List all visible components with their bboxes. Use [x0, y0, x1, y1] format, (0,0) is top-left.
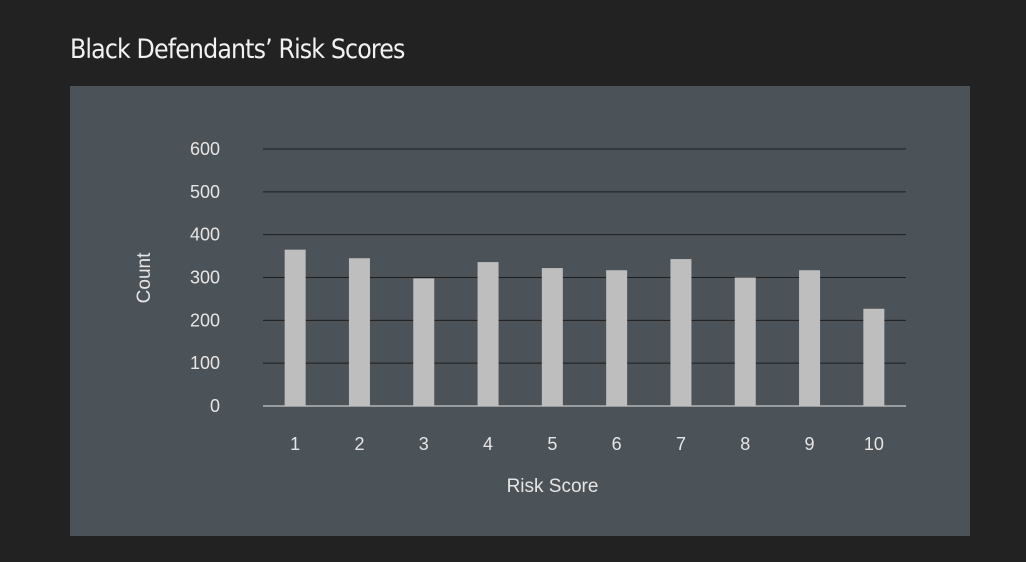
page-title: Black Defendants’ Risk Scores	[70, 34, 405, 65]
y-tick-label: 300	[190, 268, 220, 288]
bar-risk-score-3	[413, 278, 435, 406]
y-tick-label: 500	[190, 182, 220, 202]
x-tick-label: 1	[290, 434, 300, 454]
bar-risk-score-8	[734, 277, 756, 406]
y-tick-label: 200	[190, 310, 220, 330]
bar-risk-score-1	[284, 249, 306, 406]
x-tick-label: 6	[612, 434, 622, 454]
y-tick-label: 600	[190, 139, 220, 159]
x-tick-label: 5	[547, 434, 557, 454]
bars	[284, 249, 885, 406]
bar-risk-score-4	[477, 262, 499, 406]
x-tick-labels: 1 2 3 4 5 6 7 8 9 10	[290, 434, 884, 454]
bar-risk-score-7	[670, 259, 692, 406]
x-tick-label: 3	[419, 434, 429, 454]
x-axis-label: Risk Score	[507, 476, 599, 497]
bar-risk-score-2	[348, 258, 370, 406]
gridlines	[263, 148, 906, 407]
bar-risk-score-6	[606, 270, 628, 406]
bar-risk-score-10	[863, 308, 885, 406]
y-tick-labels: 0 100 200 300 400 500 600	[190, 139, 220, 416]
x-tick-label: 7	[676, 434, 686, 454]
x-tick-label: 2	[354, 434, 364, 454]
x-tick-label: 10	[864, 434, 884, 454]
chart-panel: 0 100 200 300 400 500 600 1 2 3 4 5 6 7 8 9 10 Risk Sco…	[70, 86, 970, 536]
y-tick-label: 100	[190, 353, 220, 373]
x-tick-label: 8	[740, 434, 750, 454]
y-axis-label: Count	[134, 252, 155, 303]
x-tick-label: 4	[483, 434, 493, 454]
x-tick-label: 9	[805, 434, 815, 454]
bar-risk-score-9	[799, 270, 821, 406]
y-tick-label: 0	[210, 396, 220, 416]
bar-chart: 0 100 200 300 400 500 600 1 2 3 4 5 6 7 8 9 10 Risk Sco…	[134, 139, 906, 497]
y-tick-label: 400	[190, 225, 220, 245]
bar-risk-score-5	[541, 268, 563, 406]
